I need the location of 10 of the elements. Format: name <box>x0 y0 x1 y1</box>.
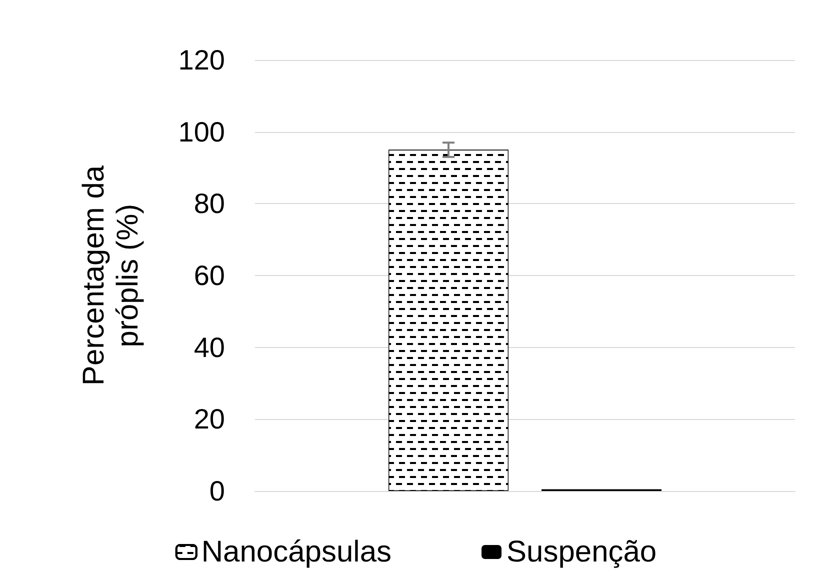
y-tick-label: 20 <box>194 404 225 435</box>
y-tick-label: 0 <box>209 476 225 506</box>
y-tick-label: 40 <box>194 332 225 363</box>
y-tick-label: 60 <box>194 260 225 291</box>
y-tick-label: 100 <box>178 116 225 148</box>
y-tick-label: 120 <box>178 44 225 76</box>
y-axis-title: Percentagem da próplis (%) <box>78 165 144 386</box>
legend-label: Suspenção <box>506 536 657 568</box>
y-tick-label: 80 <box>194 188 225 220</box>
legend-label: Nanocápsulas <box>201 536 392 568</box>
